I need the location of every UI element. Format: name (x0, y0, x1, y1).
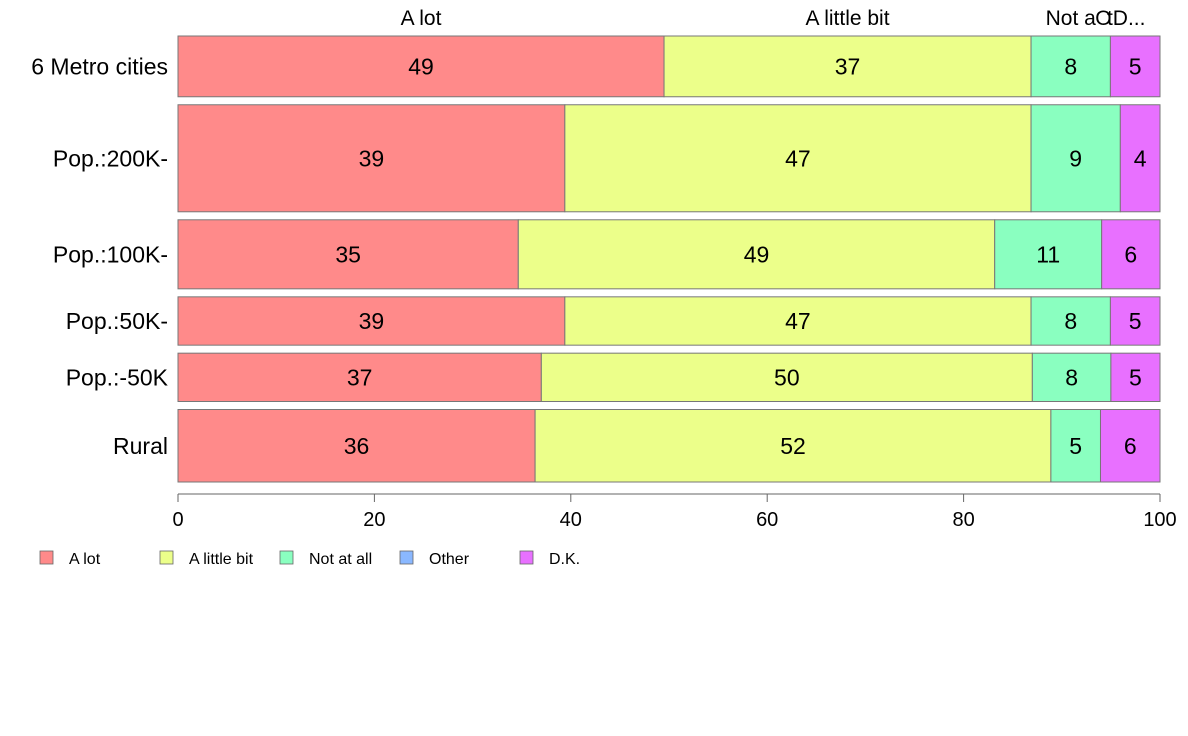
series-top-labels: A lot A little bit Not a OtD... (401, 7, 1146, 30)
x-tick-label-100: 100 (1143, 509, 1176, 531)
category-label-pop-50k: Pop.:50K- (66, 308, 168, 334)
legend-label-a-little-bit: A little bit (189, 551, 254, 568)
legend: A lot A little bit Not at all Other D.K. (39, 550, 580, 568)
category-label-6-metro-cities: 6 Metro cities (31, 53, 168, 79)
data-label-pop-200k-d-k: 4 (1134, 145, 1147, 171)
data-label-pop-50k-d-k: 5 (1129, 364, 1142, 390)
bar-segment-6-metro-cities-d-k (1109, 35, 1161, 98)
data-label-pop-200k-not-at-all: 9 (1069, 145, 1082, 171)
data-label-pop-50k-d-k: 5 (1129, 308, 1142, 334)
bar-segment-pop-200k-d-k (1119, 104, 1161, 213)
bar-segment-pop-50k-a-lot (177, 296, 566, 346)
legend-swatch-a-little-bit (159, 550, 174, 565)
data-label-rural-a-little-bit: 52 (780, 433, 806, 459)
bar-segment-pop-200k-a-lot (177, 104, 566, 213)
bar-segment-rural-not-at-all (1050, 409, 1101, 483)
x-tick-label-60: 60 (756, 509, 778, 531)
data-label-rural-not-at-all: 5 (1069, 433, 1082, 459)
bar-segment-pop-50k-d-k (1109, 296, 1161, 346)
top-label-a-lot: A lot (401, 7, 442, 30)
data-label-6-metro-cities-not-at-all: 8 (1064, 53, 1077, 79)
data-label-pop-200k-a-lot: 39 (359, 145, 385, 171)
top-label-td: tD... (1107, 7, 1146, 30)
x-tick-label-40: 40 (560, 509, 582, 531)
x-tick-label-0: 0 (172, 509, 183, 531)
bar-segment-rural-a-little-bit (534, 409, 1052, 483)
top-label-o: O (1095, 7, 1111, 30)
legend-swatch-a-lot (39, 550, 54, 565)
legend-swatch-other (399, 550, 414, 565)
data-label-pop-50k-not-at-all: 8 (1065, 364, 1078, 390)
bar-segment-pop-50k-a-little-bit (564, 296, 1032, 346)
category-label-pop-50k: Pop.:-50K (66, 364, 169, 390)
x-tick-label-80: 80 (952, 509, 974, 531)
bars-layer: 49 37 8 5 39 47 9 4 35 49 11 6 39 47 8 5 37 50 8 5 36 52 5 6 (177, 35, 1161, 483)
bar-segment-pop-50k-not-at-all (1031, 352, 1112, 402)
top-label-not-a: Not a (1046, 7, 1097, 30)
bar-segment-rural-d-k (1099, 409, 1161, 483)
legend-label-other: Other (429, 551, 470, 568)
bar-segment-pop-50k-d-k (1110, 352, 1161, 402)
x-axis: 0 20 40 60 80 100 (172, 493, 1177, 531)
category-label-pop-200k: Pop.:200K- (53, 145, 168, 171)
data-label-rural-d-k: 6 (1124, 433, 1137, 459)
category-labels: 6 Metro cities Pop.:200K- Pop.:100K- Pop.:5… (31, 53, 168, 458)
data-label-pop-100k-d-k: 6 (1124, 241, 1137, 267)
data-label-pop-200k-a-little-bit: 47 (785, 145, 811, 171)
legend-swatch-not-at-all (279, 550, 294, 565)
data-label-6-metro-cities-a-little-bit: 37 (835, 53, 861, 79)
bar-segment-rural-a-lot (177, 409, 536, 483)
bar-segment-pop-100k-a-lot (177, 219, 519, 290)
data-label-rural-a-lot: 36 (344, 433, 370, 459)
legend-label-not-at-all: Not at all (309, 551, 372, 568)
bar-segment-6-metro-cities-not-at-all (1030, 35, 1111, 98)
bar-segment-pop-200k-not-at-all (1030, 104, 1121, 213)
data-label-pop-50k-a-lot: 37 (347, 364, 373, 390)
data-label-6-metro-cities-a-lot: 49 (408, 53, 434, 79)
data-label-pop-100k-a-little-bit: 49 (744, 241, 770, 267)
top-label-a-little-bit: A little bit (806, 7, 890, 30)
data-label-pop-100k-not-at-all: 11 (1036, 241, 1060, 267)
bar-segment-pop-50k-a-little-bit (540, 352, 1033, 402)
category-label-rural: Rural (113, 433, 168, 459)
category-label-pop-100k: Pop.:100K- (53, 241, 168, 267)
legend-label-a-lot: A lot (69, 551, 101, 568)
data-label-pop-100k-a-lot: 35 (335, 241, 361, 267)
data-label-pop-50k-not-at-all: 8 (1064, 308, 1077, 334)
x-tick-label-20: 20 (363, 509, 385, 531)
data-label-pop-50k-a-lot: 39 (359, 308, 385, 334)
bar-segment-pop-100k-a-little-bit (517, 219, 996, 290)
data-label-pop-50k-a-little-bit: 47 (785, 308, 811, 334)
data-label-6-metro-cities-d-k: 5 (1129, 53, 1142, 79)
bar-segment-6-metro-cities-a-lot (177, 35, 665, 98)
data-label-pop-50k-a-little-bit: 50 (774, 364, 800, 390)
legend-swatch-d-k (519, 550, 534, 565)
bar-segment-pop-200k-a-little-bit (564, 104, 1032, 213)
bar-segment-pop-100k-d-k (1101, 219, 1161, 290)
bar-segment-6-metro-cities-a-little-bit (663, 35, 1032, 98)
bar-segment-pop-50k-a-lot (177, 352, 542, 402)
legend-label-d-k: D.K. (549, 551, 580, 568)
